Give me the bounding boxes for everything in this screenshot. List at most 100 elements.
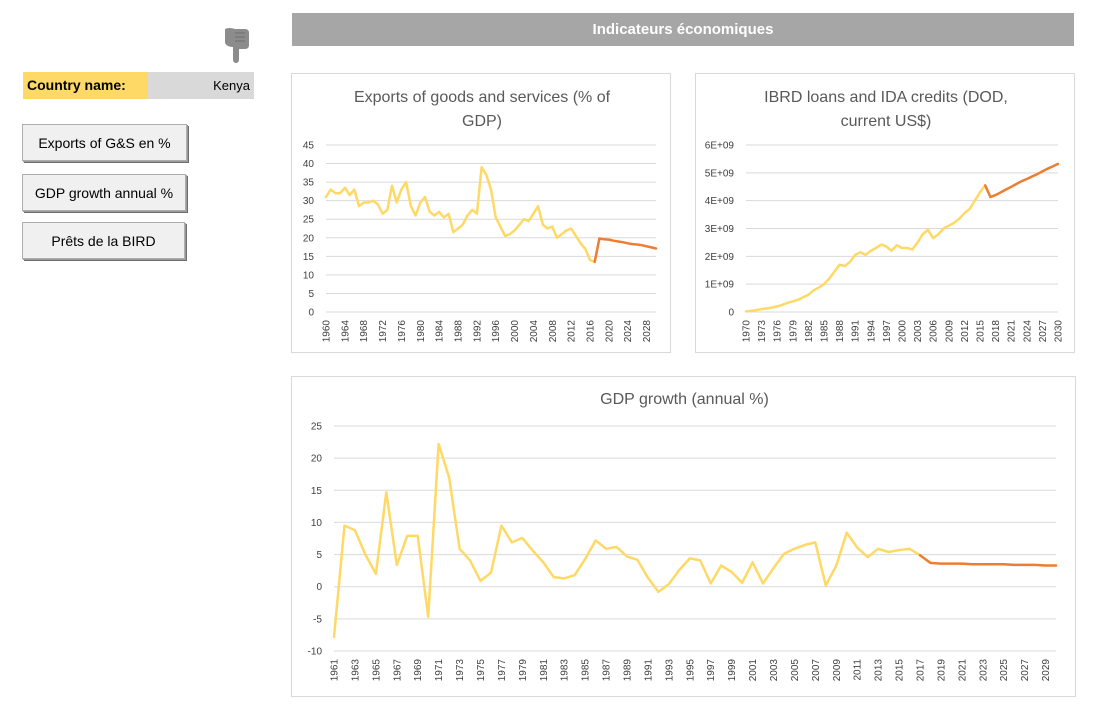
gdp-x-tick-label: 1989 bbox=[622, 659, 633, 682]
gdp-x-tick-label: 1963 bbox=[350, 659, 361, 682]
exports-gs-button[interactable]: Exports of G&S en % bbox=[22, 124, 187, 161]
gdp-x-tick-label: 2021 bbox=[957, 659, 968, 682]
gdp-x-tick-label: 1973 bbox=[455, 659, 466, 682]
gdp-x-tick-label: 2011 bbox=[853, 659, 864, 681]
exports-x-tick-label: 1992 bbox=[472, 320, 483, 343]
gdp-growth-chart: GDP growth (annual %) -10 -5 0 5 10 15 20 25 1961… bbox=[291, 376, 1076, 697]
page-title: Indicateurs économiques bbox=[292, 13, 1074, 46]
gdp-x-tick-label: 1981 bbox=[539, 659, 550, 682]
exports-y-tick-label: 35 bbox=[303, 178, 315, 189]
ibrd-x-tick-label: 1994 bbox=[866, 320, 877, 343]
gdp-x-tick-label: 1965 bbox=[371, 659, 382, 682]
gdp-x-tick-label: 1997 bbox=[706, 659, 717, 682]
ibrd-y-tick-label: 2E+09 bbox=[705, 252, 735, 263]
exports-y-tick-label: 30 bbox=[303, 196, 315, 207]
gdp-growth-button[interactable]: GDP growth annual % bbox=[22, 174, 186, 211]
gdp-x-tick-label: 1991 bbox=[643, 659, 654, 682]
ibrd-y-tick-label: 1E+09 bbox=[705, 280, 735, 291]
ibrd-x-tick-label: 2012 bbox=[960, 320, 971, 343]
gdp-y-tick-label: 15 bbox=[311, 486, 323, 497]
gdp-y-tick-label: 5 bbox=[316, 550, 322, 561]
exports-y-tick-label: 20 bbox=[303, 233, 315, 244]
exports-x-tick-label: 2004 bbox=[529, 320, 540, 343]
gdp-y-tick-label: -5 bbox=[313, 614, 322, 625]
exports-chart-title: Exports of goods and services (% of bbox=[354, 89, 611, 106]
gdp-x-tick-label: 2029 bbox=[1041, 659, 1052, 682]
ibrd-x-tick-label: 2009 bbox=[944, 320, 955, 343]
gdp-y-tick-label: 20 bbox=[311, 454, 323, 465]
gdp-x-tick-label: 2015 bbox=[895, 659, 906, 682]
exports-y-tick-label: 40 bbox=[303, 159, 315, 170]
ibrd-y-tick-label: 6E+09 bbox=[705, 141, 735, 152]
ibrd-x-tick-label: 1973 bbox=[757, 320, 768, 343]
ibrd-chart-svg: IBRD loans and IDA credits (DOD, current … bbox=[705, 89, 1065, 343]
exports-y-tick-label: 10 bbox=[303, 270, 315, 281]
exports-chart-svg: Exports of goods and services (% of GDP) 0… bbox=[303, 89, 658, 343]
ibrd-x-tick-label: 1991 bbox=[851, 320, 862, 343]
gdp-series-forecast bbox=[918, 553, 1058, 567]
exports-series-forecast bbox=[593, 237, 658, 264]
ibrd-x-tick-label: 2024 bbox=[1022, 320, 1033, 343]
gdp-y-tick-label: 0 bbox=[316, 582, 322, 593]
gdp-x-tick-label: 2025 bbox=[999, 659, 1010, 682]
ibrd-x-tick-label: 2003 bbox=[913, 320, 924, 343]
gdp-x-tick-label: 2027 bbox=[1020, 659, 1031, 682]
gdp-x-tick-label: 1971 bbox=[434, 659, 445, 682]
exports-series-historical bbox=[324, 166, 596, 264]
exports-y-tick-label: 5 bbox=[308, 289, 314, 300]
country-name-value[interactable]: Kenya bbox=[148, 72, 254, 99]
ibrd-series-historical bbox=[744, 184, 987, 313]
ibrd-y-tick-label: 4E+09 bbox=[705, 196, 735, 207]
ibrd-y-tick-label: 3E+09 bbox=[705, 224, 735, 235]
gdp-x-tick-label: 1987 bbox=[602, 659, 613, 682]
gdp-x-tick-label: 1975 bbox=[476, 659, 487, 682]
exports-x-tick-label: 1976 bbox=[397, 320, 408, 343]
gdp-x-tick-label: 2017 bbox=[915, 659, 926, 682]
ibrd-chart-title: IBRD loans and IDA credits (DOD, bbox=[764, 89, 1008, 106]
ibrd-x-tick-label: 1988 bbox=[835, 320, 846, 343]
gdp-x-tick-label: 1985 bbox=[581, 659, 592, 682]
exports-chart-title: GDP) bbox=[462, 113, 502, 130]
gdp-chart-title: GDP growth (annual %) bbox=[600, 391, 769, 408]
gdp-x-tick-label: 2001 bbox=[748, 659, 759, 682]
exports-x-tick-label: 1960 bbox=[322, 320, 333, 343]
gdp-x-tick-label: 2023 bbox=[978, 659, 989, 682]
ibrd-series-forecast bbox=[983, 162, 1060, 199]
gdp-x-tick-label: 2005 bbox=[790, 659, 801, 682]
exports-x-tick-label: 1984 bbox=[435, 320, 446, 343]
ibrd-x-tick-label: 1976 bbox=[773, 320, 784, 343]
exports-x-tick-label: 2020 bbox=[604, 320, 615, 343]
gdp-x-tick-label: 1993 bbox=[664, 659, 675, 682]
ibrd-y-tick-label: 0 bbox=[728, 308, 734, 319]
ibrd-y-tick-label: 5E+09 bbox=[705, 168, 735, 179]
ibrd-x-tick-label: 1982 bbox=[804, 320, 815, 343]
gdp-series-historical bbox=[332, 442, 922, 639]
gdp-growth-chart-svg: GDP growth (annual %)-10-505101520251961… bbox=[308, 391, 1058, 682]
exports-y-tick-label: 0 bbox=[308, 308, 314, 319]
exports-x-tick-label: 1988 bbox=[454, 320, 465, 343]
ibrd-x-tick-label: 2021 bbox=[1007, 320, 1018, 343]
gdp-y-tick-label: 10 bbox=[311, 518, 323, 529]
exports-x-tick-label: 2008 bbox=[548, 320, 559, 343]
gdp-x-tick-label: 2003 bbox=[769, 659, 780, 682]
ibrd-loans-button[interactable]: Prêts de la BIRD bbox=[22, 222, 185, 259]
exports-y-tick-label: 15 bbox=[303, 252, 315, 263]
exports-x-tick-label: 1972 bbox=[378, 320, 389, 343]
ibrd-x-tick-label: 2018 bbox=[991, 320, 1002, 343]
exports-x-tick-label: 1980 bbox=[416, 320, 427, 343]
ibrd-x-tick-label: 2015 bbox=[976, 320, 987, 343]
ibrd-x-tick-label: 2006 bbox=[929, 320, 940, 343]
ibrd-x-tick-label: 1970 bbox=[742, 320, 753, 343]
gdp-x-tick-label: 2013 bbox=[874, 659, 885, 682]
exports-x-tick-label: 2012 bbox=[567, 320, 578, 343]
exports-x-tick-label: 1996 bbox=[491, 320, 502, 343]
gdp-x-tick-label: 1969 bbox=[413, 659, 424, 682]
exports-x-tick-label: 2016 bbox=[586, 320, 597, 343]
gdp-y-tick-label: -10 bbox=[308, 647, 323, 658]
gdp-x-tick-label: 1979 bbox=[518, 659, 529, 682]
gdp-x-tick-label: 1961 bbox=[330, 659, 341, 682]
gdp-x-tick-label: 1995 bbox=[685, 659, 696, 682]
exports-y-tick-label: 45 bbox=[303, 141, 315, 152]
gdp-y-tick-label: 25 bbox=[311, 422, 323, 433]
ibrd-x-tick-label: 2000 bbox=[898, 320, 909, 343]
